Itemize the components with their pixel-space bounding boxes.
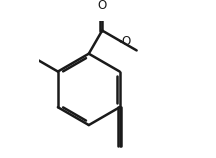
Text: O: O <box>122 35 131 48</box>
Text: O: O <box>98 0 107 12</box>
